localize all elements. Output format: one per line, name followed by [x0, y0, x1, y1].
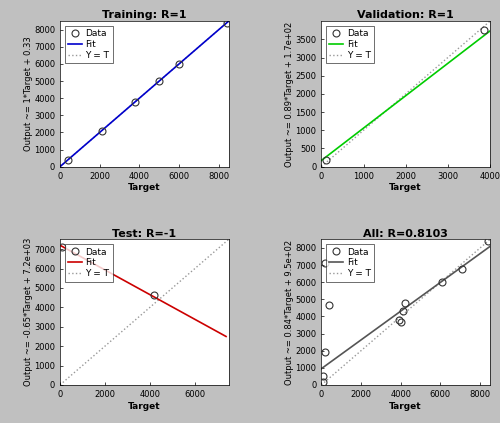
Line: Data: Data — [59, 244, 158, 298]
Title: All: R=0.8103: All: R=0.8103 — [363, 229, 448, 239]
Data — [326, 303, 332, 308]
Legend: Data, Fit, Y = T: Data, Fit, Y = T — [64, 244, 113, 282]
Y-axis label: Output ~= -0.65*Target + 7.2e+03: Output ~= -0.65*Target + 7.2e+03 — [24, 238, 32, 386]
X-axis label: Target: Target — [128, 401, 160, 411]
Data — [322, 350, 328, 355]
Data — [402, 300, 407, 305]
Data — [176, 61, 182, 66]
Line: Data: Data — [320, 238, 492, 385]
Data — [320, 374, 326, 379]
Data — [322, 261, 328, 266]
Data — [320, 379, 326, 384]
Title: Validation: R=1: Validation: R=1 — [358, 11, 454, 20]
Data — [459, 266, 465, 271]
Y-axis label: Output ~= 0.89*Target + 1.7e+02: Output ~= 0.89*Target + 1.7e+02 — [285, 21, 294, 167]
X-axis label: Target: Target — [390, 183, 422, 192]
Data — [152, 292, 158, 297]
Data — [98, 128, 104, 133]
Data — [440, 280, 446, 285]
Title: Training: R=1: Training: R=1 — [102, 11, 186, 20]
Data — [485, 239, 491, 244]
Data — [398, 319, 404, 324]
Data — [400, 309, 406, 314]
Data — [59, 244, 65, 250]
Data — [156, 79, 162, 84]
Legend: Data, Fit, Y = T: Data, Fit, Y = T — [326, 244, 374, 282]
X-axis label: Target: Target — [390, 401, 422, 411]
Title: Test: R=-1: Test: R=-1 — [112, 229, 176, 239]
X-axis label: Target: Target — [128, 183, 160, 192]
Data — [224, 20, 230, 25]
Y-axis label: Output ~= 1*Target + 0.33: Output ~= 1*Target + 0.33 — [24, 36, 32, 151]
Legend: Data, Fit, Y = T: Data, Fit, Y = T — [326, 26, 374, 63]
Data — [396, 317, 402, 322]
Legend: Data, Fit, Y = T: Data, Fit, Y = T — [64, 26, 113, 63]
Y-axis label: Output ~= 0.84*Target + 9.5e+02: Output ~= 0.84*Target + 9.5e+02 — [285, 239, 294, 385]
Data — [65, 157, 71, 162]
Data — [132, 99, 138, 104]
Line: Data: Data — [64, 19, 230, 163]
